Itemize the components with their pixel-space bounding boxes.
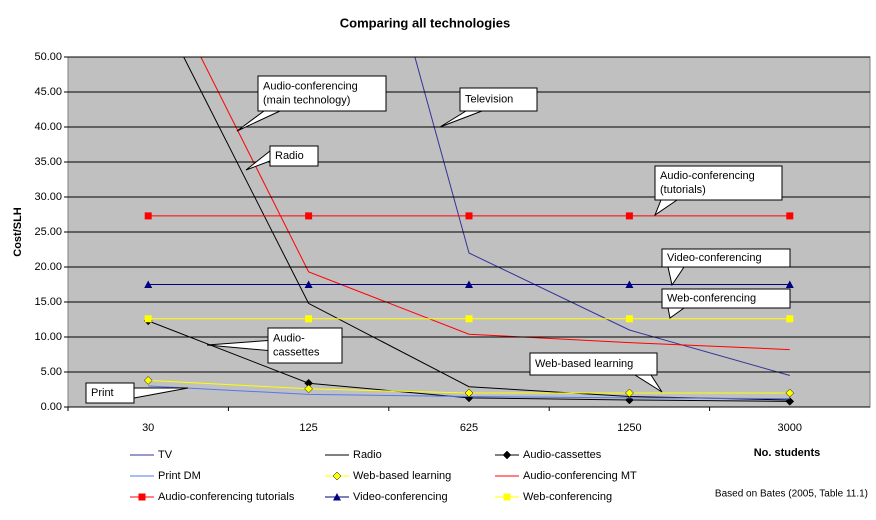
marker <box>465 315 473 323</box>
y-tick-label: 10.00 <box>34 331 62 343</box>
callout-box <box>661 248 791 268</box>
marker <box>304 280 313 288</box>
callout-box <box>661 288 791 309</box>
y-tick-label: 50.00 <box>34 51 62 63</box>
x-tick-label: 125 <box>299 422 317 434</box>
marker <box>143 376 153 385</box>
callout-box <box>654 165 783 201</box>
legend-label: Web-based learning <box>353 470 451 482</box>
y-tick-label: 35.00 <box>34 156 62 168</box>
y-tick-label: 5.00 <box>41 366 62 378</box>
y-axis-label: Cost/SLH <box>12 207 24 257</box>
callout-tail <box>667 307 686 319</box>
marker <box>144 315 152 323</box>
callout-text: cassettes <box>273 346 320 358</box>
callout-text: Web-based learning <box>535 358 633 370</box>
marker <box>333 493 341 501</box>
callout-tail <box>633 374 663 393</box>
callout-tail <box>236 110 281 132</box>
series-layer <box>143 57 795 406</box>
y-tick-label: 30.00 <box>34 191 62 203</box>
marker <box>786 315 794 323</box>
callout-text: Audio-conferencing <box>660 170 755 182</box>
legend-label: Audio-conferencing tutorials <box>158 491 295 503</box>
y-tick-label: 20.00 <box>34 261 62 273</box>
callout-text: Web-conferencing <box>667 292 756 304</box>
x-tick-label: 1250 <box>617 422 641 434</box>
callout-text: Video-conferencing <box>667 252 762 264</box>
x-tick-label: 625 <box>460 422 478 434</box>
source-note: Based on Bates (2005, Table 11.1) <box>715 489 868 500</box>
marker <box>625 280 634 288</box>
legend-label: Radio <box>353 449 382 461</box>
y-tick-label: 25.00 <box>34 226 62 238</box>
marker <box>785 388 795 398</box>
callout-box <box>459 87 538 112</box>
marker <box>786 212 794 220</box>
legend-label: TV <box>158 449 173 461</box>
marker <box>465 280 473 288</box>
series-line <box>414 57 790 376</box>
callout-text: (main technology) <box>263 94 350 106</box>
x-tick-label: 3000 <box>778 422 802 434</box>
callout-text: (tutorials) <box>660 184 706 196</box>
legend-label: Audio-conferencing MT <box>523 470 637 482</box>
x-tick-label: 30 <box>142 422 154 434</box>
marker <box>502 450 512 460</box>
callout-tail <box>667 266 685 287</box>
callout-text: Radio <box>275 150 304 162</box>
marker <box>625 315 633 323</box>
legend-label: Audio-cassettes <box>523 449 602 461</box>
marker <box>138 493 146 501</box>
marker <box>144 212 152 220</box>
x-axis-label: No. students <box>754 447 821 459</box>
callout-tail <box>206 339 269 352</box>
marker <box>503 493 511 501</box>
marker <box>625 212 633 220</box>
callout-box <box>267 327 343 364</box>
marker <box>332 471 342 481</box>
marker <box>785 397 795 406</box>
callout-text: Audio- <box>273 332 305 344</box>
y-tick-label: 40.00 <box>34 121 62 133</box>
callout-text: Audio-conferencing <box>263 80 358 92</box>
marker <box>464 388 474 398</box>
y-tick-label: 45.00 <box>34 86 62 98</box>
callout-tail <box>245 149 271 171</box>
marker <box>304 384 313 394</box>
chart-title: Comparing all technologies <box>340 15 510 30</box>
legend-label: Web-conferencing <box>523 491 612 503</box>
callout-text: Television <box>465 93 513 105</box>
marker <box>305 315 313 323</box>
callout-box <box>257 75 387 112</box>
legend-label: Print DM <box>158 470 201 482</box>
callout-tail <box>133 387 189 399</box>
marker <box>625 388 634 398</box>
marker <box>305 212 313 220</box>
callout-tail <box>653 199 679 217</box>
callout-tail <box>439 110 483 128</box>
marker <box>144 280 153 288</box>
legend-label: Video-conferencing <box>353 491 448 503</box>
y-tick-label: 15.00 <box>34 296 62 308</box>
marker <box>785 280 794 288</box>
marker <box>465 212 473 220</box>
callout-box <box>529 352 658 376</box>
y-tick-label: 0.00 <box>41 401 62 413</box>
callout-text: Print <box>91 387 114 399</box>
